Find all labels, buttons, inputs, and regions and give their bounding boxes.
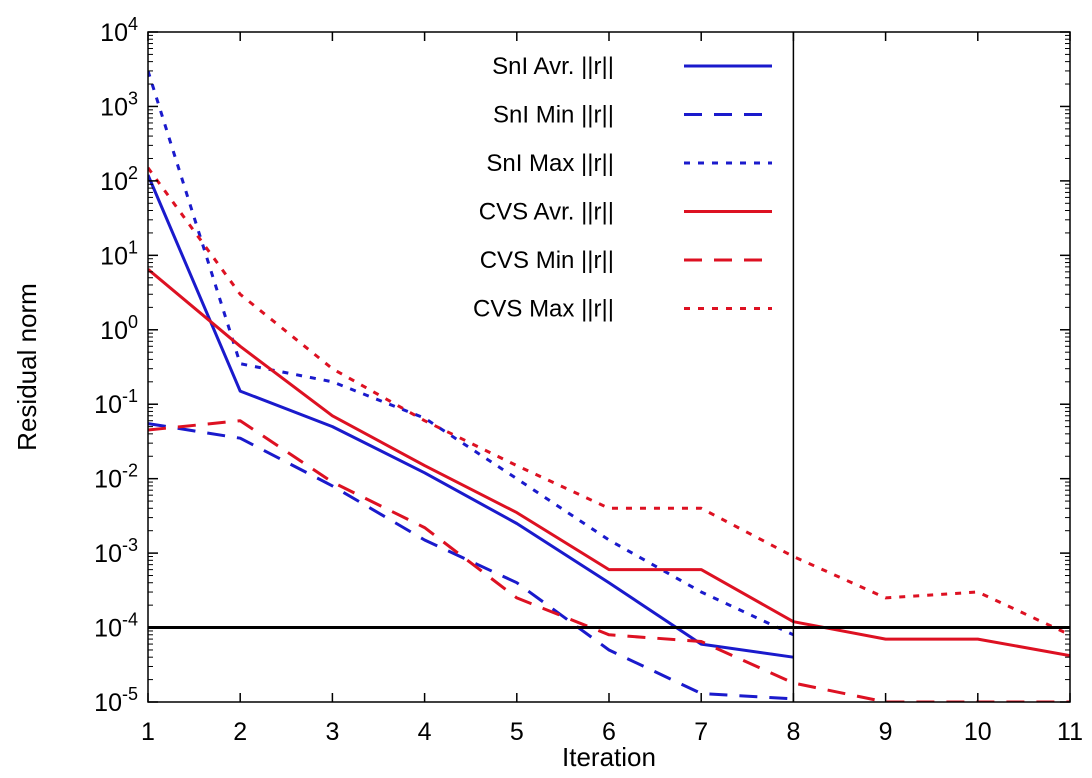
y-tick-label: 104 (100, 14, 138, 47)
y-tick-label: 101 (100, 237, 138, 270)
y-axis: 10-5 10-4 10-3 10-2 10-1 100 101 102 103 104 (94, 14, 1070, 717)
series-line-4 (148, 268, 1070, 658)
x-tick-label: 5 (510, 718, 524, 746)
reference-lines (148, 32, 1070, 702)
x-tick-label: 2 (233, 718, 247, 746)
y-tick-label: 10-1 (94, 386, 138, 419)
series-line-5 (148, 419, 1070, 702)
series-line-2 (148, 422, 794, 701)
plot-frame (147, 31, 1071, 703)
y-axis-title: Residual norm (12, 283, 42, 451)
x-axis: 1 2 3 4 5 6 7 8 9 10 11 (141, 32, 1083, 746)
series-line-1 (148, 174, 794, 659)
y-tick-label: 10-4 (94, 610, 138, 643)
y-tick-label: 10-2 (94, 461, 138, 494)
x-tick-label: 10 (964, 718, 992, 746)
x-tick-label: 11 (1057, 718, 1083, 746)
y-tick-label: 100 (100, 312, 138, 345)
y-tick-label: 102 (100, 163, 138, 196)
x-tick-label: 1 (141, 718, 155, 746)
y-tick-label: 10-3 (94, 535, 138, 568)
legend-label: SnI Max ||r|| (486, 150, 614, 177)
x-tick-label: 3 (325, 718, 339, 746)
series-line-3 (148, 70, 795, 637)
x-tick-label: 4 (418, 718, 432, 746)
y-tick-label: 10-5 (94, 684, 138, 717)
x-tick-label: 8 (786, 718, 800, 746)
legend: SnI Avr. ||r|| SnI Min ||r|| SnI Max ||r||… (473, 53, 772, 323)
x-axis-title: Iteration (562, 742, 656, 772)
series-line-6 (148, 166, 1070, 637)
x-tick-label: 9 (879, 718, 893, 746)
plot-series (148, 70, 1070, 702)
legend-label: CVS Max ||r|| (473, 296, 614, 323)
legend-label: CVS Avr. ||r|| (479, 199, 614, 226)
legend-label: CVS Min ||r|| (480, 247, 614, 274)
x-tick-label: 6 (602, 718, 616, 746)
x-tick-label: 7 (694, 718, 708, 746)
legend-label: SnI Min ||r|| (493, 102, 614, 129)
legend-label: SnI Avr. ||r|| (492, 53, 614, 80)
y-tick-label: 103 (100, 88, 138, 121)
